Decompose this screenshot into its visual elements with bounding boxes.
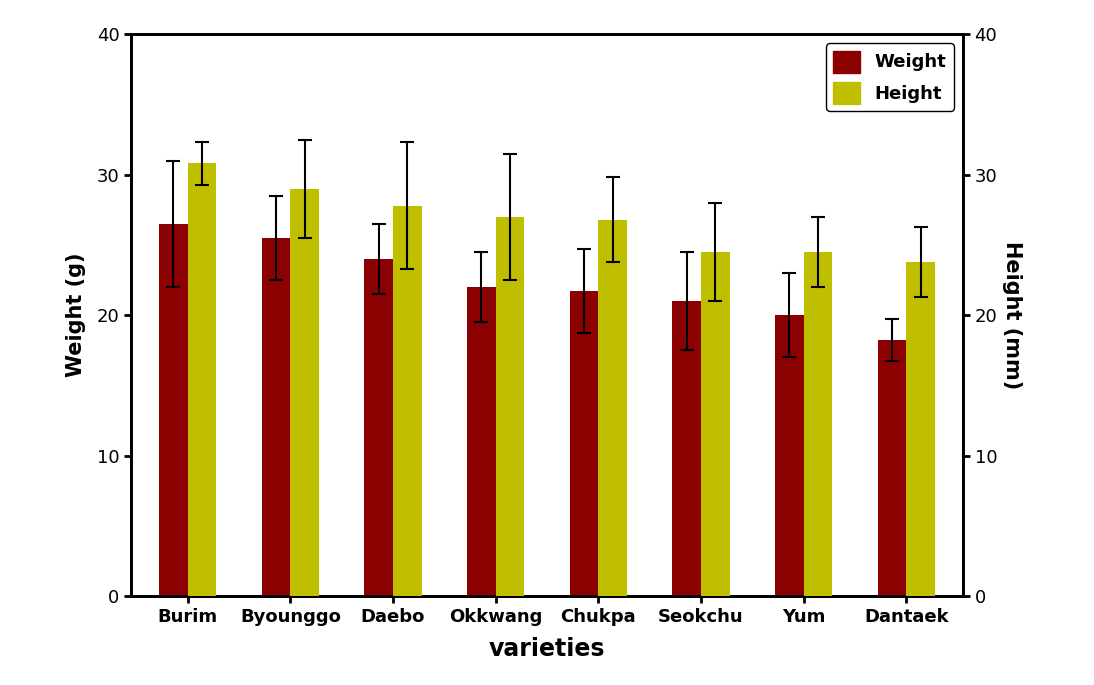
Bar xyxy=(188,164,217,596)
Bar xyxy=(159,224,188,596)
Bar xyxy=(906,262,935,596)
Bar xyxy=(877,340,906,596)
Bar xyxy=(598,220,627,596)
Bar xyxy=(261,238,290,596)
X-axis label: varieties: varieties xyxy=(489,637,605,661)
Bar xyxy=(775,315,804,596)
Bar xyxy=(364,259,393,596)
Bar xyxy=(496,216,524,596)
Legend: Weight, Height: Weight, Height xyxy=(826,43,954,111)
Y-axis label: Height (mm): Height (mm) xyxy=(1002,241,1022,389)
Bar xyxy=(570,291,598,596)
Y-axis label: Weight (g): Weight (g) xyxy=(66,253,85,377)
Bar xyxy=(393,206,422,596)
Bar xyxy=(467,287,496,596)
Bar xyxy=(701,252,730,596)
Bar xyxy=(804,252,833,596)
Bar xyxy=(672,301,701,596)
Bar xyxy=(290,188,319,596)
